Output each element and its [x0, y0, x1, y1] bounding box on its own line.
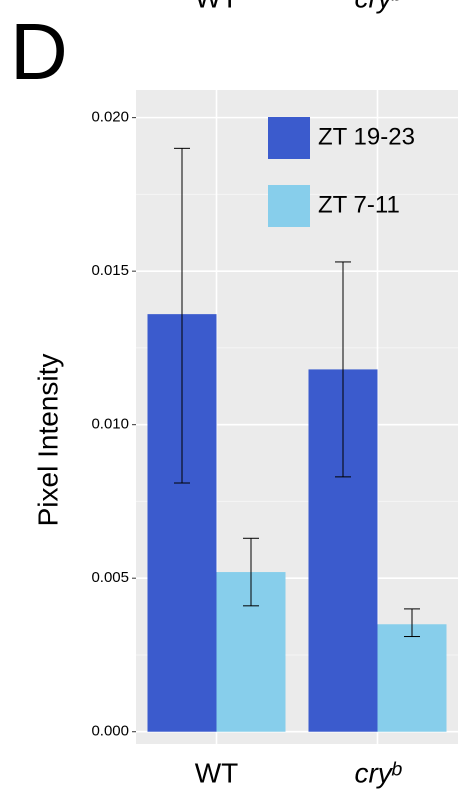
- y-tick-label: 0.000: [91, 723, 129, 740]
- y-tick-label: 0.015: [91, 262, 129, 279]
- y-axis-label: Pixel Intensity: [32, 354, 63, 527]
- legend-label: ZT 7-11: [318, 191, 400, 218]
- top-label: WT: [195, 0, 239, 13]
- panel-label: D: [10, 7, 68, 96]
- legend-label: ZT 19-23: [318, 123, 415, 150]
- legend-swatch: [268, 185, 310, 227]
- x-tick-label: WT: [195, 757, 239, 788]
- x-tick-label: cryᵇ: [354, 757, 401, 788]
- top-label: cryᵇ: [354, 0, 401, 13]
- y-tick-label: 0.005: [91, 569, 129, 586]
- legend-swatch: [268, 117, 310, 159]
- y-tick-label: 0.010: [91, 416, 129, 433]
- y-tick-label: 0.020: [91, 109, 129, 126]
- bar: [377, 624, 447, 732]
